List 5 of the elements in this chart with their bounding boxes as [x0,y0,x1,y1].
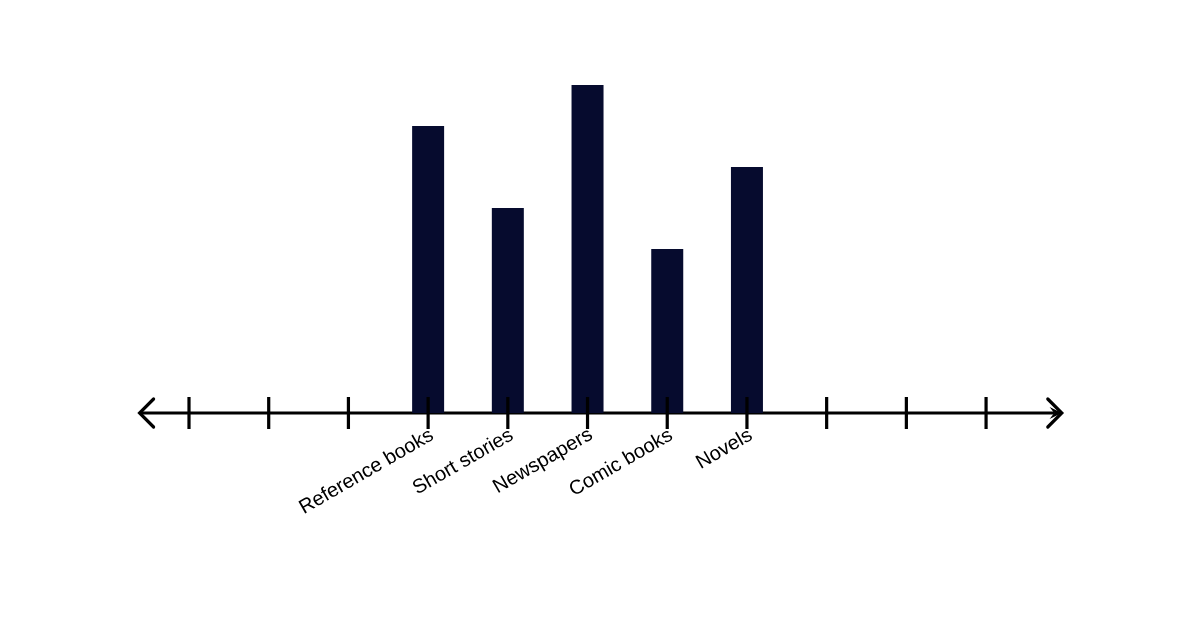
bar [491,208,524,413]
bar [651,249,684,413]
bar [730,167,763,413]
bar [412,126,445,413]
bar [571,85,604,413]
